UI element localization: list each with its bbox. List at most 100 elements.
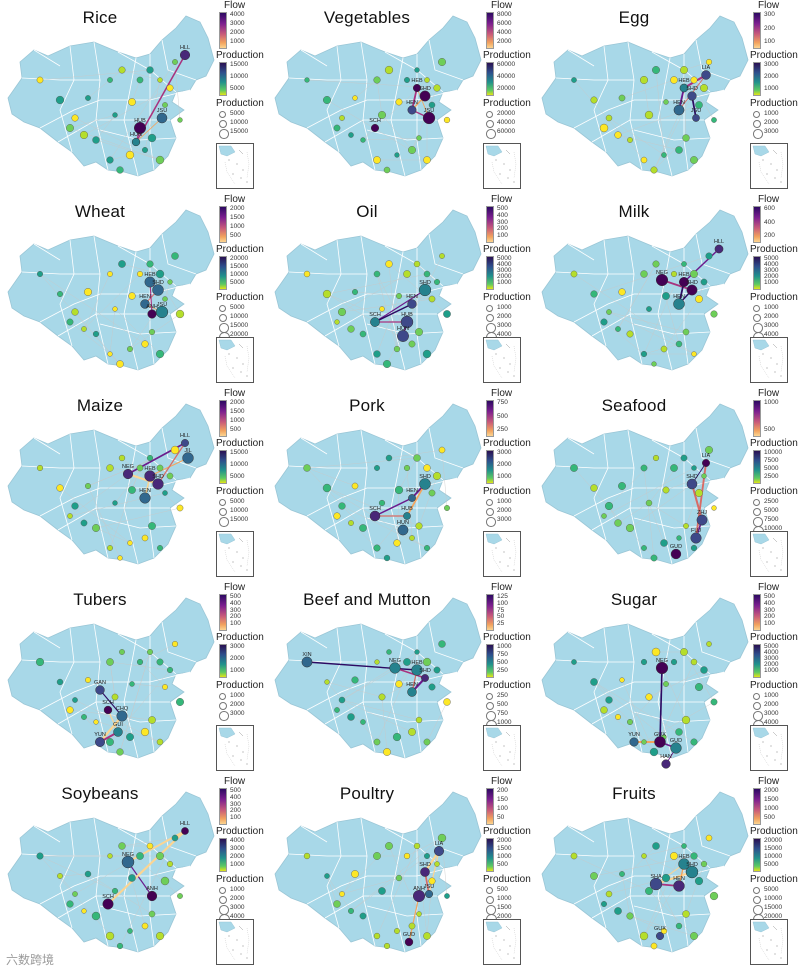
minor-flow-line	[59, 487, 131, 544]
province-production-dot	[128, 486, 136, 494]
province-label: SCH	[369, 118, 381, 124]
production-tick: 3000	[230, 845, 245, 852]
province-production-dot	[682, 328, 690, 336]
flow-tick: 500	[230, 787, 241, 794]
legend-title-production: Production	[483, 632, 531, 643]
province-production-dot	[682, 910, 690, 918]
province-label: HLL	[180, 45, 190, 51]
province-production-dot	[148, 716, 156, 724]
province-label: HUB	[401, 312, 413, 318]
minor-flow-line	[341, 679, 356, 701]
province-production-dot	[324, 873, 330, 879]
province-node-hll	[179, 49, 191, 61]
province-production-dot	[92, 330, 100, 338]
province-production-dot	[128, 98, 136, 106]
province-border	[591, 507, 704, 531]
legend-title-size: Production	[216, 486, 264, 497]
legend-title-size: Production	[483, 486, 531, 497]
province-border	[93, 235, 109, 365]
province-production-dot	[424, 545, 430, 551]
province-border	[633, 129, 711, 141]
province-label: HUN	[130, 132, 142, 138]
province-node-gud	[404, 937, 414, 947]
map-panel-poultry: LIA SHD ANH JSU GUD Poultry Flow 200 150 100 50 Pro…	[267, 776, 534, 970]
minor-flow-line	[617, 134, 680, 151]
province-label: ANH	[413, 886, 425, 892]
panel-title: Milk	[618, 202, 650, 221]
province-border	[99, 517, 177, 529]
minor-flow-line	[643, 845, 685, 937]
province-border	[428, 233, 464, 275]
province-production-dot	[155, 155, 165, 165]
minor-flow-line	[603, 467, 695, 517]
province-production-dot	[385, 454, 393, 462]
province-production-dot	[434, 279, 440, 285]
size-label: 1500	[497, 904, 512, 911]
province-border	[57, 119, 170, 143]
province-production-dot	[396, 293, 402, 299]
minor-flow-line	[87, 69, 123, 99]
province-production-dot	[619, 677, 625, 683]
minor-flow-line	[683, 69, 715, 121]
map-panel-oil: SHD HEN SCH HUB HUN Oil Flow 500 400 300 200 100 Pro…	[267, 194, 534, 388]
size-circle	[486, 508, 495, 517]
province-production-dot	[690, 270, 698, 278]
legend-title-size: Production	[483, 874, 531, 885]
province-production-dot	[439, 253, 445, 259]
south-china-sea-inset	[483, 143, 521, 189]
province-production-dot	[660, 539, 668, 547]
china-map: HLL JIL NEG HEB SHD HEN	[7, 403, 215, 565]
production-colorbar	[753, 256, 761, 290]
size-circle	[219, 499, 226, 506]
province-node-anh	[146, 890, 158, 902]
province-production-dot	[690, 156, 698, 164]
province-node-neg	[389, 662, 401, 674]
map-panel-beef-and-mutton: XIN NEG HEB SHD HEN Beef and Mutton Flow 125 100…	[267, 582, 534, 776]
flow-tick: 6000	[497, 20, 512, 27]
province-production-dot	[323, 96, 331, 104]
flow-tick: 200	[764, 613, 775, 621]
province-production-dot	[177, 117, 183, 123]
province-node-hun	[397, 330, 409, 342]
flow-colorbar	[486, 594, 494, 631]
size-circle	[219, 711, 229, 721]
production-colorbar	[486, 644, 494, 678]
panel-title: Sugar	[610, 590, 658, 609]
minor-flow-line	[39, 855, 121, 947]
province-production-dot	[157, 77, 163, 83]
minor-flow-line	[603, 321, 645, 355]
land-area	[7, 15, 215, 177]
province-production-dot	[147, 649, 153, 655]
minor-flow-line	[95, 527, 131, 544]
production-tick: 1000	[497, 853, 512, 860]
province-production-dot	[112, 306, 118, 312]
size-circle	[219, 314, 228, 323]
province-border	[21, 659, 100, 663]
land-area	[274, 15, 482, 177]
province-border	[593, 821, 609, 929]
province-border	[300, 49, 328, 67]
province-node-sch	[369, 510, 381, 522]
minor-flow-line	[39, 69, 151, 81]
flow-tick: 100	[230, 814, 241, 821]
province-production-dot	[351, 870, 359, 878]
size-label: 2500	[764, 498, 779, 505]
flow-colorbar	[486, 788, 494, 825]
province-production-dot	[690, 932, 698, 940]
province-border	[555, 853, 634, 857]
province-production-dot	[148, 910, 156, 918]
province-border	[99, 129, 177, 141]
province-border	[593, 627, 609, 735]
province-production-dot	[705, 252, 713, 260]
province-production-dot	[438, 640, 446, 648]
province-label: JSU	[424, 884, 434, 890]
minor-flow-line	[643, 263, 685, 355]
province-production-dot	[403, 270, 411, 278]
minor-flow-line	[629, 915, 695, 937]
province-production-dot	[627, 719, 633, 725]
production-tick: 250	[497, 667, 508, 674]
flow-tick: 1000	[764, 805, 779, 812]
size-label: 15000	[230, 128, 249, 135]
major-flow-line	[374, 303, 413, 323]
production-tick: 5000	[230, 473, 245, 480]
